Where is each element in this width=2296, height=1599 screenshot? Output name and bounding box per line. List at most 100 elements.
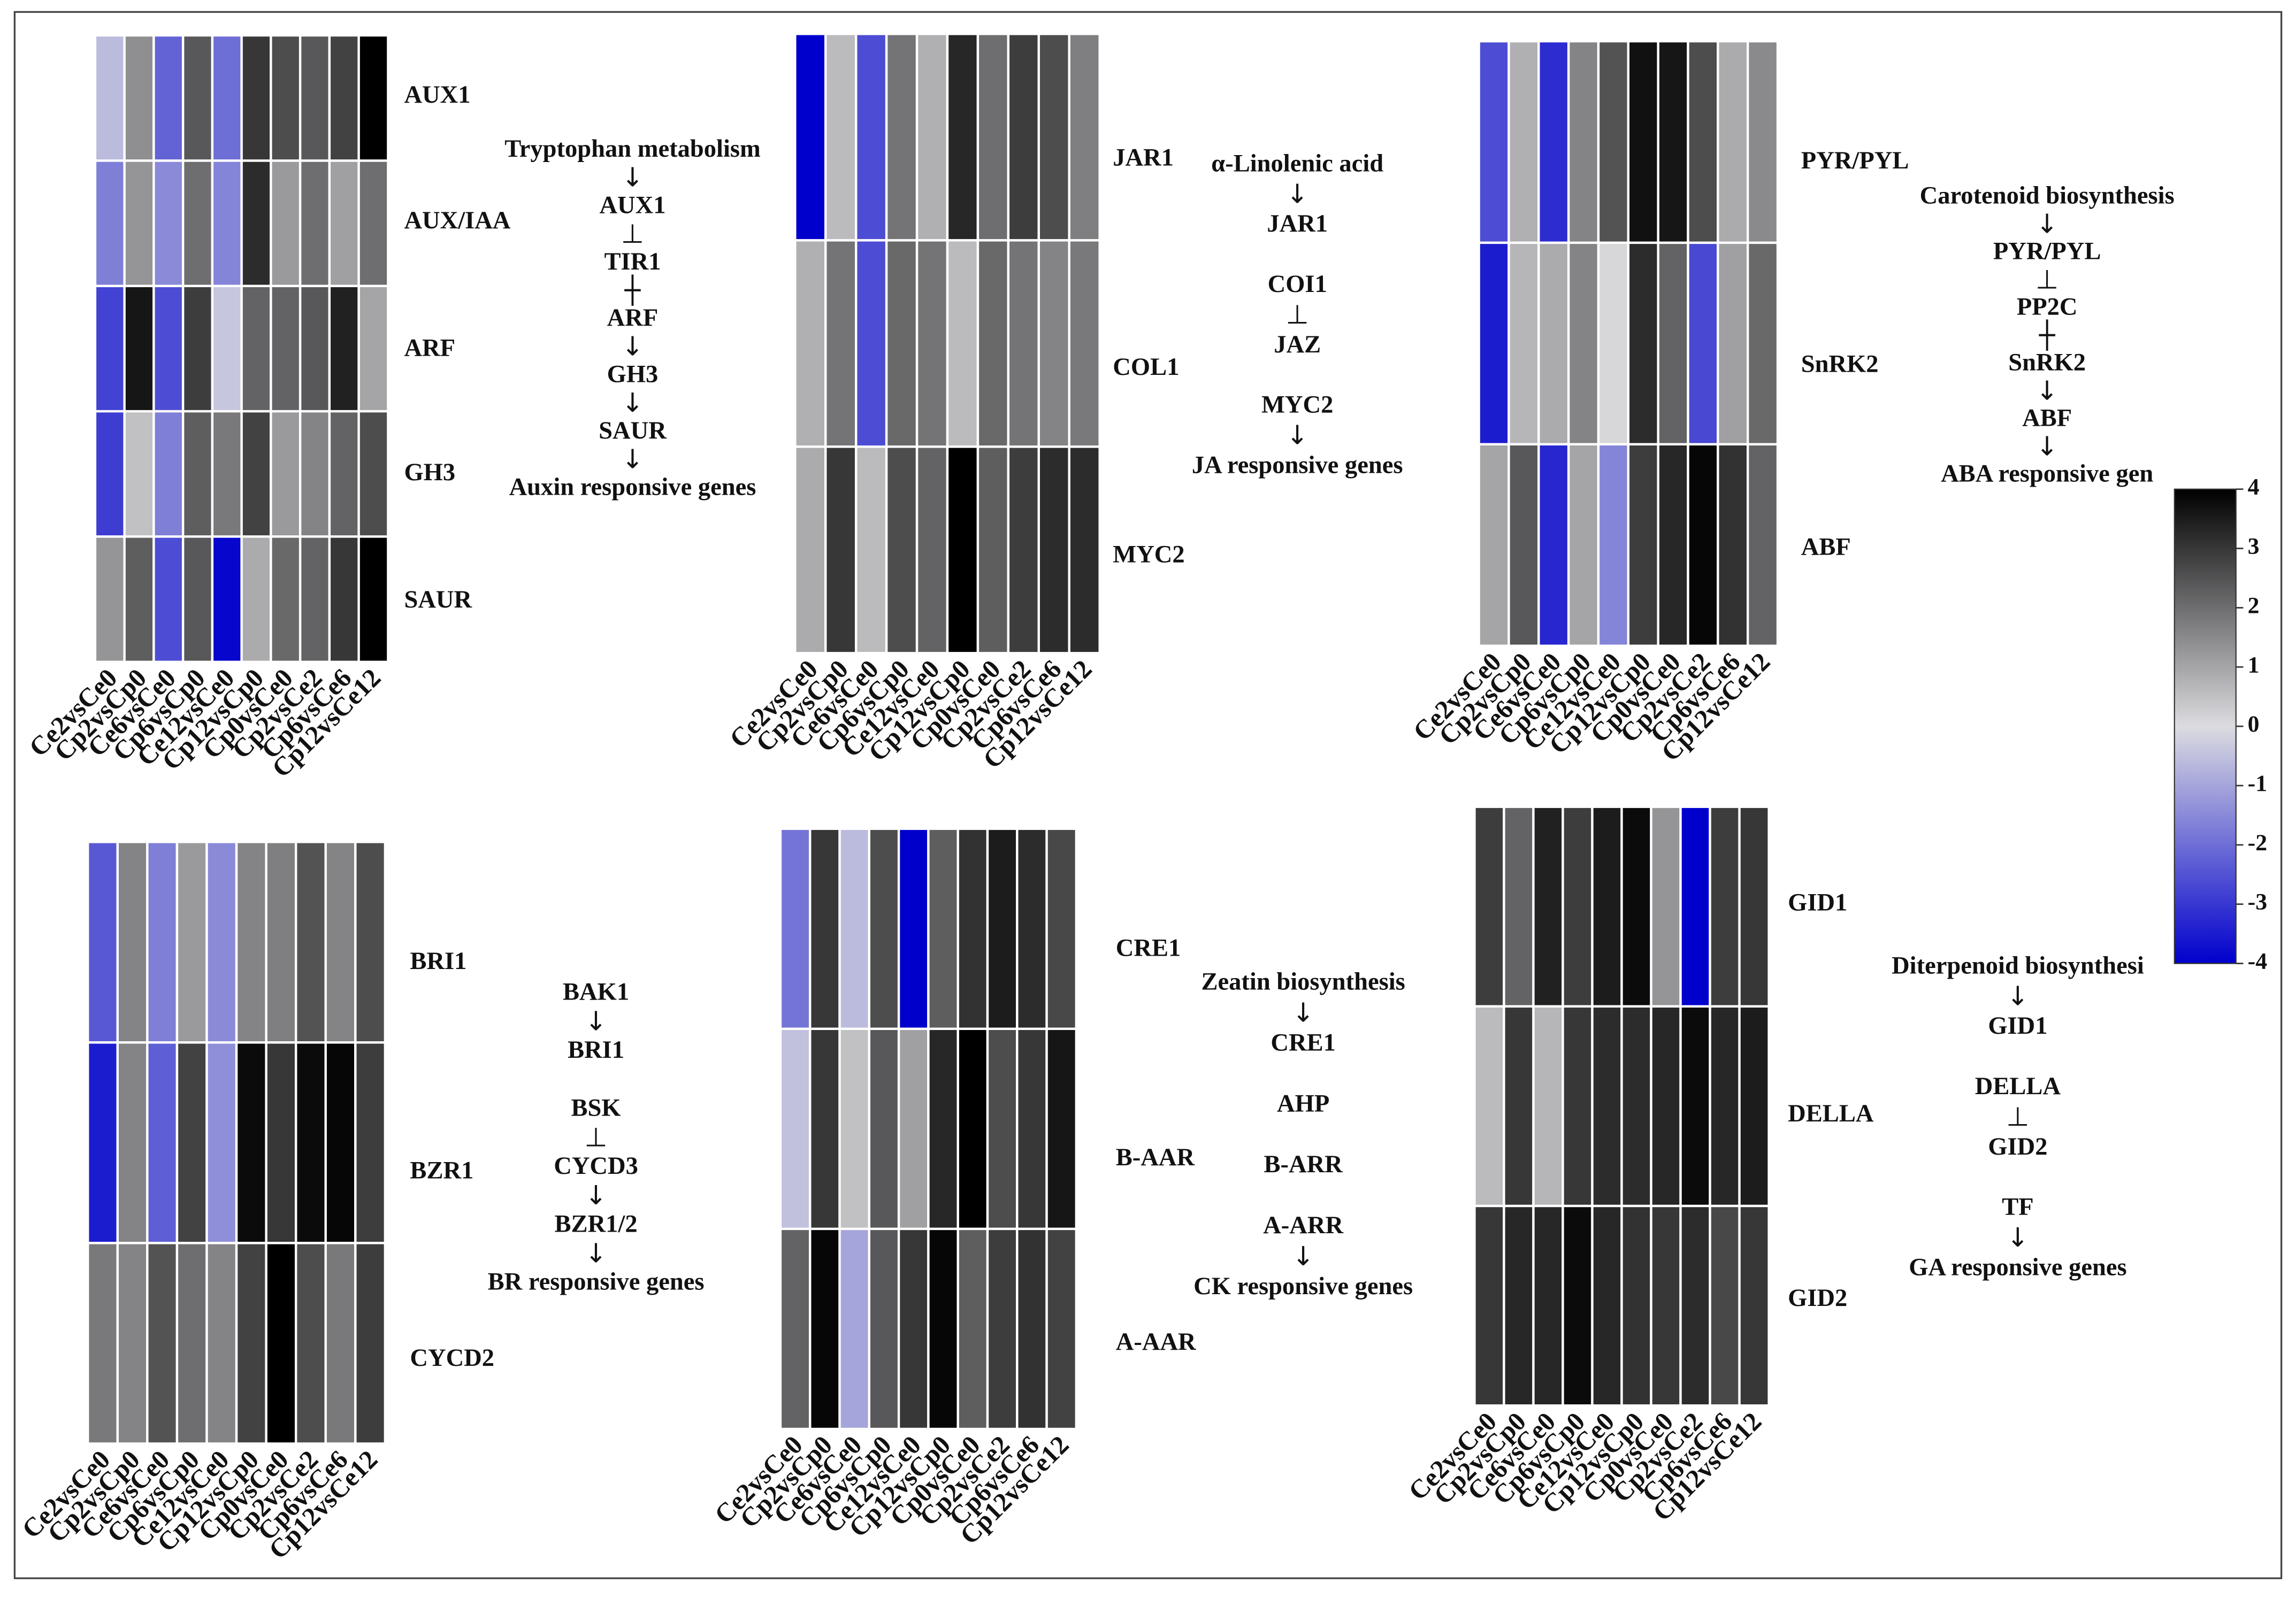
heatmap-cell xyxy=(175,1242,208,1445)
heatmap-panel: CRE1B-AARA-AARCe2vsCe0Cp2vsCp0Ce6vsCe0Cp… xyxy=(709,827,1413,1550)
heatmap-cell xyxy=(1709,1005,1741,1208)
row-label: DELLA xyxy=(1788,1100,1874,1127)
heatmap-cell xyxy=(152,285,185,413)
heatmap-cell xyxy=(211,159,243,287)
heatmap-cell xyxy=(1627,443,1659,647)
pathway-connector: ┼ xyxy=(624,274,641,306)
heatmap-cell xyxy=(897,1227,930,1431)
heatmap-cell xyxy=(824,445,858,655)
pathway-diagram: Carotenoid biosynthesis PYR/PYL PP2C SnRK2 A… xyxy=(1920,182,2175,488)
heatmap-cell xyxy=(868,1227,900,1431)
heatmap-cell xyxy=(779,827,812,1031)
heatmap-cell xyxy=(1687,40,1719,244)
pathway-node: A-ARR xyxy=(1263,1212,1343,1239)
heatmap-panel: PYR/PYLSnRK2ABFCe2vsCe0Cp2vsCp0Ce6vsCe0C… xyxy=(1407,40,2175,767)
heatmap-cell xyxy=(1567,443,1600,647)
heatmap-cell xyxy=(915,445,949,655)
heatmap-cell xyxy=(87,841,119,1044)
heatmap-cell xyxy=(181,410,214,538)
colorbar-tick-label: 3 xyxy=(2248,534,2260,559)
heatmap-cell xyxy=(855,445,888,655)
heatmap-cell xyxy=(270,34,302,162)
pathway-node: α-Linolenic acid xyxy=(1211,150,1383,177)
pathway-connector: ↓ xyxy=(1292,1241,1314,1272)
heatmap-cell xyxy=(240,285,272,413)
pathway-connector: ↓ xyxy=(2036,431,2058,462)
heatmap-cell xyxy=(956,1027,989,1231)
heatmap-cell xyxy=(1503,1005,1535,1208)
pathway-node: AUX1 xyxy=(599,191,665,219)
heatmap-cell xyxy=(779,1227,812,1431)
heatmap-cell xyxy=(1532,805,1564,1008)
heatmap-cell xyxy=(1687,443,1719,647)
row-label: BRI1 xyxy=(410,948,466,975)
pathway-connector: ↓ xyxy=(2036,375,2058,406)
heatmap-cell xyxy=(915,33,949,242)
pathway-diagram: Diterpenoid biosynthesi GID1 DELLA GID2 TF GA… xyxy=(1892,952,2144,1281)
figure-border xyxy=(13,11,2283,1579)
pathway-connector: ↓ xyxy=(622,444,644,475)
heatmap-cell xyxy=(1717,241,1749,445)
row-label: ABF xyxy=(1801,534,1851,561)
heatmap-cell xyxy=(885,445,919,655)
heatmap-cell xyxy=(1473,805,1505,1008)
heatmap-cell xyxy=(235,1041,267,1244)
heatmap-cell xyxy=(1507,40,1540,244)
heatmap-cell xyxy=(868,827,900,1031)
heatmap-cell xyxy=(1709,1204,1741,1407)
heatmap-cell xyxy=(1016,1227,1048,1431)
heatmap-cell xyxy=(211,410,243,538)
heatmap-cell xyxy=(1567,40,1600,244)
heatmap-cell xyxy=(1473,1204,1505,1407)
heatmap-cell xyxy=(123,285,155,413)
pathway-connector: ⊥ xyxy=(621,218,644,249)
heatmap-cell xyxy=(1045,827,1078,1031)
heatmap-cell xyxy=(1597,241,1630,445)
heatmap-cell xyxy=(295,1041,327,1244)
heatmap-cell xyxy=(1746,241,1779,445)
colorbar-gradient xyxy=(2173,488,2237,964)
pathway-node: GH3 xyxy=(607,361,659,388)
pathway-node: PP2C xyxy=(2017,294,2078,321)
heatmap-cell xyxy=(1016,1027,1048,1231)
heatmap-cell xyxy=(354,841,387,1044)
heatmap-cell xyxy=(116,1041,149,1244)
pathway-diagram: Tryptophan metabolism AUX1 TIR1 ARF GH3 SAUR A… xyxy=(504,135,761,501)
heatmap-cell xyxy=(240,34,272,162)
heatmap-cell xyxy=(927,827,959,1031)
heatmap-cell xyxy=(295,1242,327,1445)
heatmap-cell xyxy=(1738,1204,1770,1407)
heatmap-cell xyxy=(152,34,185,162)
pathway-connector: ⊥ xyxy=(585,1122,608,1153)
heatmap-cell xyxy=(976,445,1010,655)
heatmap-cell xyxy=(868,1027,900,1231)
heatmap-cell xyxy=(1478,241,1510,445)
row-label: B-AAR xyxy=(1116,1144,1195,1171)
heatmap-cell xyxy=(211,535,243,663)
colorbar-tick-label: -3 xyxy=(2248,889,2267,915)
heatmap-cell xyxy=(357,410,389,538)
heatmap-cell xyxy=(1657,40,1689,244)
heatmap-panel: AUX1AUX/IAAARFGH3SAURCe2vsCe0Cp2vsCp0Ce6… xyxy=(24,34,761,783)
pathway-node: SAUR xyxy=(599,417,667,444)
pathway-node: BAK1 xyxy=(563,979,629,1006)
row-label: GH3 xyxy=(404,459,455,486)
heatmap-cell xyxy=(986,1027,1019,1231)
heatmap-cell xyxy=(1591,805,1623,1008)
heatmap-cell xyxy=(1650,805,1682,1008)
heatmap-cell xyxy=(1537,443,1570,647)
heatmap-cell xyxy=(1567,241,1600,445)
pathway-node: B-ARR xyxy=(1264,1151,1343,1178)
heatmap-cell xyxy=(324,841,357,1044)
heatmap-cell xyxy=(328,34,360,162)
heatmap-cell xyxy=(794,33,827,242)
heatmap-cell xyxy=(357,285,389,413)
heatmap-cell xyxy=(175,1041,208,1244)
pathway-diagram: α-Linolenic acid JAR1 COI1 JAZ MYC2 JA respon… xyxy=(1192,150,1403,479)
heatmap-cell xyxy=(94,159,126,287)
colorbar-tick-label: -4 xyxy=(2248,949,2268,974)
heatmap-cell xyxy=(1597,443,1630,647)
heatmap-cell xyxy=(956,1227,989,1431)
chart-layer: AUX1AUX/IAAARFGH3SAURCe2vsCe0Cp2vsCp0Ce6… xyxy=(16,33,2175,1565)
heatmap-cell xyxy=(123,535,155,663)
